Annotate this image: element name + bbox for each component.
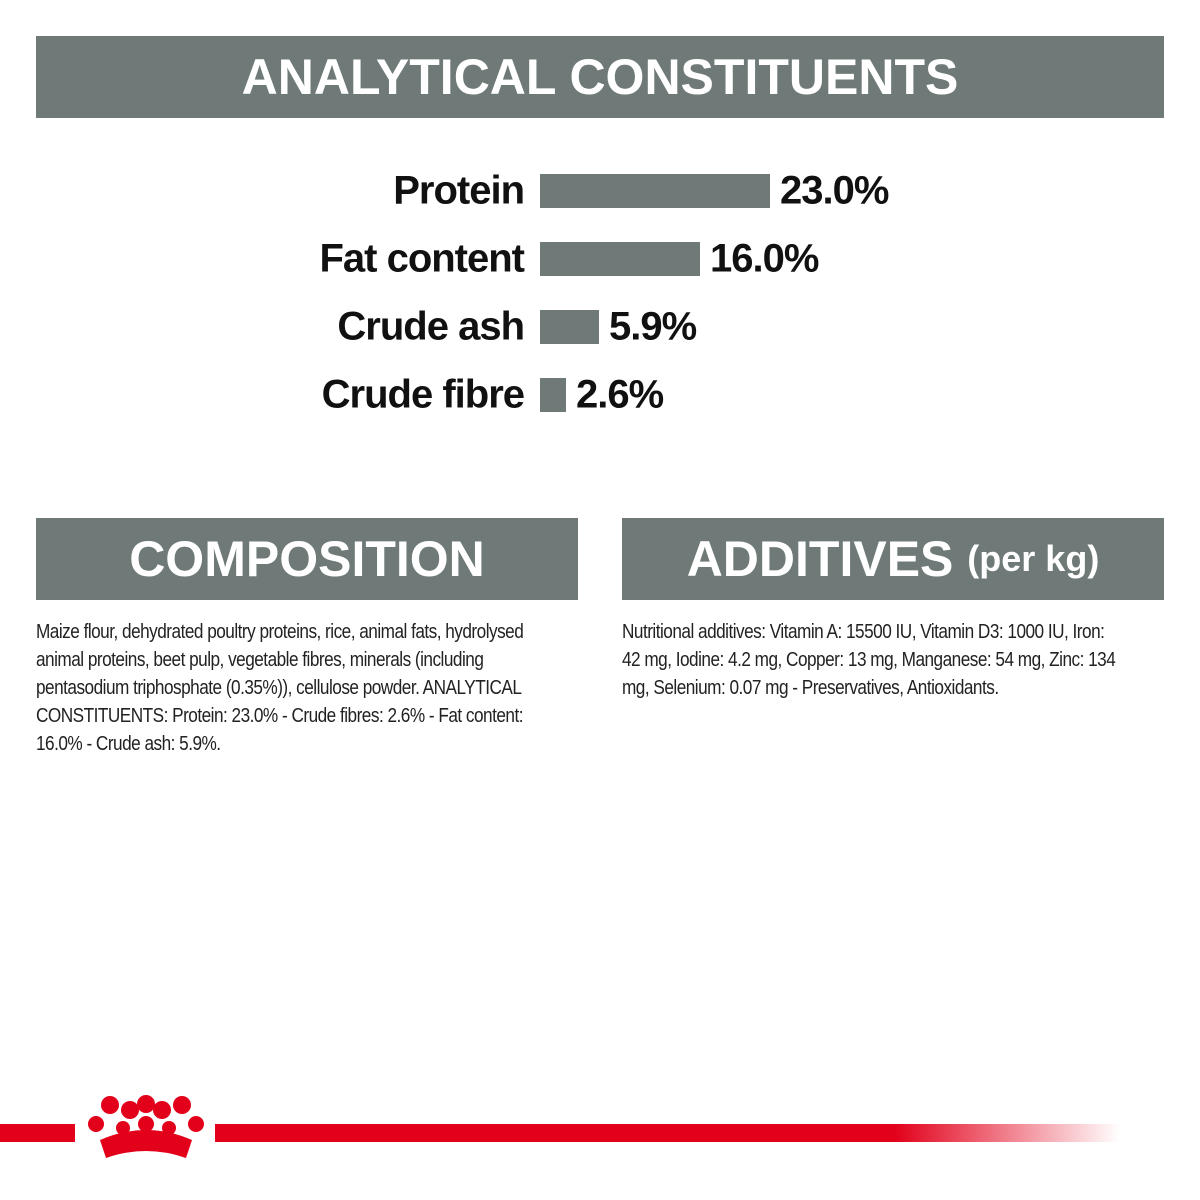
section-title: ANALYTICAL CONSTITUENTS — [241, 49, 959, 105]
value-label: 5.9% — [609, 305, 697, 349]
red-line — [0, 1124, 75, 1142]
category-label: Protein — [393, 169, 524, 213]
bar — [540, 174, 770, 208]
bar — [540, 242, 700, 276]
section-title: ADDITIVES — [686, 531, 954, 587]
value-label: 16.0% — [710, 237, 819, 281]
composition-text: Maize flour, dehydrated poultry proteins… — [36, 621, 524, 755]
red-line — [215, 1124, 1120, 1142]
value-label: 23.0% — [780, 169, 889, 213]
section-header: ANALYTICAL CONSTITUENTS — [36, 36, 1164, 118]
section-header: ADDITIVES (per kg) — [622, 518, 1164, 600]
section-subtitle: (per kg) — [967, 538, 1100, 579]
crown-logo — [88, 1095, 204, 1158]
category-label: Fat content — [319, 237, 524, 281]
value-label: 2.6% — [576, 373, 664, 417]
bar — [540, 310, 599, 344]
section-title: COMPOSITION — [129, 531, 485, 587]
bar — [540, 378, 566, 412]
additives-text: Nutritional additives: Vitamin A: 15500 … — [622, 621, 1116, 699]
category-label: Crude ash — [337, 305, 524, 349]
category-label: Crude fibre — [322, 373, 524, 417]
section-header: COMPOSITION — [36, 518, 578, 600]
